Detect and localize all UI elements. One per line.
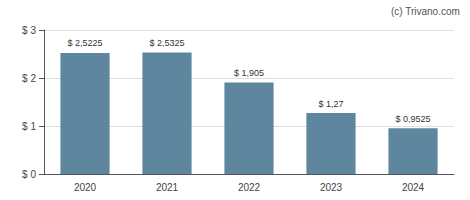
svg-text:$ 3: $ 3	[22, 25, 36, 36]
svg-text:$ 1,905: $ 1,905	[234, 68, 264, 78]
svg-text:$ 2: $ 2	[22, 73, 36, 84]
svg-text:2023: 2023	[320, 182, 343, 193]
svg-text:$ 0: $ 0	[22, 169, 36, 180]
svg-text:2022: 2022	[238, 182, 261, 193]
svg-text:2020: 2020	[74, 182, 97, 193]
svg-text:2024: 2024	[402, 182, 425, 193]
svg-text:$ 2,5325: $ 2,5325	[149, 38, 184, 48]
svg-text:2021: 2021	[156, 182, 179, 193]
svg-text:$ 0,9525: $ 0,9525	[395, 114, 430, 124]
svg-text:$ 1,27: $ 1,27	[318, 99, 343, 109]
svg-text:$ 1: $ 1	[22, 121, 36, 132]
svg-text:$ 2,5225: $ 2,5225	[67, 38, 102, 48]
svg-text:(c) Trivano.com: (c) Trivano.com	[391, 6, 460, 17]
